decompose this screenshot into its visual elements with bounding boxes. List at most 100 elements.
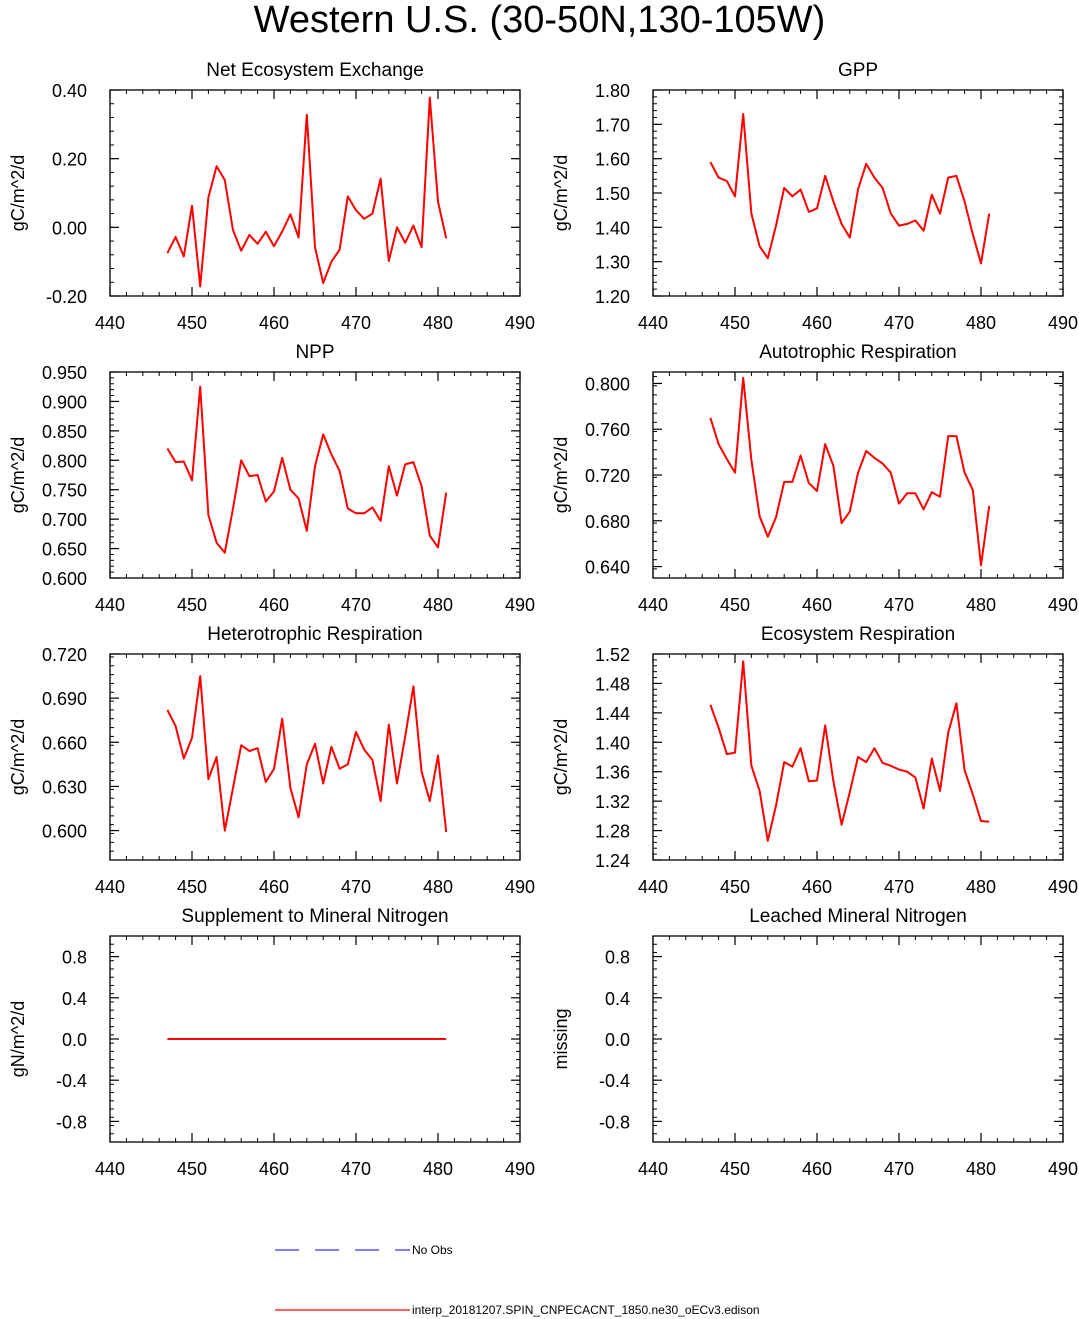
y-tick-label: 1.28 (595, 822, 630, 842)
y-tick-label: 0.0 (62, 1030, 87, 1050)
y-tick-label: 0.600 (42, 569, 87, 589)
x-tick-label: 490 (1048, 313, 1078, 333)
y-tick-label: 0.750 (42, 481, 87, 501)
y-tick-label: 1.30 (595, 253, 630, 273)
y-tick-label: 1.44 (595, 704, 630, 724)
y-axis-label: gC/m^2/d (551, 719, 571, 795)
y-tick-label: 0.720 (42, 645, 87, 665)
x-tick-label: 480 (423, 877, 453, 897)
chart-panel-1: Net Ecosystem Exchange gC/m^2/d 440 450 460 4… (8, 60, 535, 333)
y-tick-label: 0.00 (52, 218, 87, 238)
y-tick-label: 1.32 (595, 792, 630, 812)
y-tick-label: 1.50 (595, 184, 630, 204)
x-tick-label: 470 (884, 595, 914, 615)
x-tick-label: 450 (720, 1159, 750, 1179)
plot-frame (109, 89, 521, 297)
chart-panel-6: Ecosystem Respiration gC/m^2/d 440 450 460 47… (551, 624, 1078, 897)
x-tick-label: 460 (802, 1159, 832, 1179)
y-axis-label: gC/m^2/d (551, 155, 571, 231)
x-tick-label: 470 (884, 313, 914, 333)
y-tick-label: 0.700 (42, 510, 87, 530)
y-axis-label: missing (551, 1008, 571, 1069)
x-tick-label: 480 (966, 313, 996, 333)
x-tick-label: 440 (95, 313, 125, 333)
y-tick-label: 1.40 (595, 218, 630, 238)
x-tick-label: 490 (505, 877, 535, 897)
chart-title: Heterotrophic Respiration (207, 624, 422, 645)
legend-model-label: interp_20181207.SPIN_CNPECACNT_1850.ne30… (412, 1303, 760, 1317)
x-tick-label: 470 (884, 877, 914, 897)
chart-panel-4: Autotrophic Respiration gC/m^2/d 440 450 460… (551, 342, 1078, 615)
x-tick-label: 480 (966, 1159, 996, 1179)
chart-panel-8: Leached Mineral Nitrogen missing 440 450 460… (551, 906, 1078, 1179)
x-tick-label: 490 (1048, 595, 1078, 615)
y-tick-label: 0.630 (42, 777, 87, 797)
x-tick-label: 470 (341, 1159, 371, 1179)
x-tick-label: 440 (95, 877, 125, 897)
plot-frame (109, 653, 521, 861)
y-tick-label: 0.4 (605, 989, 630, 1009)
y-tick-label: 0.850 (42, 422, 87, 442)
x-tick-label: 480 (423, 313, 453, 333)
x-tick-label: 450 (177, 595, 207, 615)
y-tick-label: 0.950 (42, 363, 87, 383)
x-tick-label: 440 (95, 1159, 125, 1179)
y-tick-label: 0.690 (42, 689, 87, 709)
series-line (166, 675, 448, 833)
x-tick-label: 470 (341, 313, 371, 333)
x-tick-label: 460 (259, 877, 289, 897)
chart-title: Supplement to Mineral Nitrogen (181, 906, 448, 927)
y-axis-label: gC/m^2/d (8, 155, 28, 231)
y-tick-label: 1.60 (595, 150, 630, 170)
x-tick-label: 450 (720, 595, 750, 615)
y-tick-label: 1.20 (595, 287, 630, 307)
y-tick-label: 0.720 (585, 466, 630, 486)
x-tick-label: 460 (259, 1159, 289, 1179)
x-tick-label: 490 (1048, 1159, 1078, 1179)
chart-panel-2: GPP gC/m^2/d 440 450 460 470 480 490 1.20 1.30 1.4… (551, 60, 1078, 333)
y-tick-label: 0.8 (605, 948, 630, 968)
x-tick-label: 460 (259, 313, 289, 333)
x-tick-label: 440 (638, 595, 668, 615)
series-line (709, 376, 991, 567)
x-tick-label: 480 (423, 595, 453, 615)
plot-frame (109, 371, 521, 579)
x-tick-label: 490 (505, 595, 535, 615)
x-tick-label: 450 (720, 313, 750, 333)
plot-frame (652, 653, 1064, 861)
y-tick-label: 0.900 (42, 392, 87, 412)
panels-group: Net Ecosystem Exchange gC/m^2/d 440 450 460 4… (8, 60, 1078, 1179)
chart-title: GPP (838, 60, 878, 81)
y-tick-label: 1.80 (595, 81, 630, 101)
x-tick-label: 480 (423, 1159, 453, 1179)
chart-title: NPP (295, 342, 334, 363)
y-tick-label: 0.800 (585, 374, 630, 394)
y-tick-label: 1.40 (595, 733, 630, 753)
chart-panel-3: NPP gC/m^2/d 440 450 460 470 480 490 0.600 0.650 0… (8, 342, 535, 615)
y-tick-label: 1.70 (595, 115, 630, 135)
y-axis-label: gC/m^2/d (8, 437, 28, 513)
series-line (166, 385, 448, 554)
y-tick-label: 0.600 (42, 822, 87, 842)
y-tick-label: -0.4 (56, 1071, 87, 1091)
x-tick-label: 440 (638, 313, 668, 333)
chart-title: Autotrophic Respiration (759, 342, 957, 363)
x-tick-label: 490 (1048, 877, 1078, 897)
chart-panel-5: Heterotrophic Respiration gC/m^2/d 440 450 4… (8, 624, 535, 897)
series-line (709, 113, 991, 265)
y-tick-label: 0.0 (605, 1030, 630, 1050)
x-tick-label: 470 (884, 1159, 914, 1179)
x-tick-label: 490 (505, 1159, 535, 1179)
y-axis-label: gN/m^2/d (8, 1001, 28, 1077)
chart-title: Leached Mineral Nitrogen (749, 906, 967, 927)
series-line (709, 660, 990, 842)
x-tick-label: 460 (802, 595, 832, 615)
y-tick-label: 0.800 (42, 451, 87, 471)
x-tick-label: 450 (177, 1159, 207, 1179)
legend: No Obs interp_20181207.SPIN_CNPECACNT_18… (275, 1243, 760, 1317)
y-tick-label: -0.8 (56, 1112, 87, 1132)
y-tick-label: 0.4 (62, 989, 87, 1009)
y-tick-label: 0.640 (585, 558, 630, 578)
plot-frame (652, 935, 1064, 1143)
